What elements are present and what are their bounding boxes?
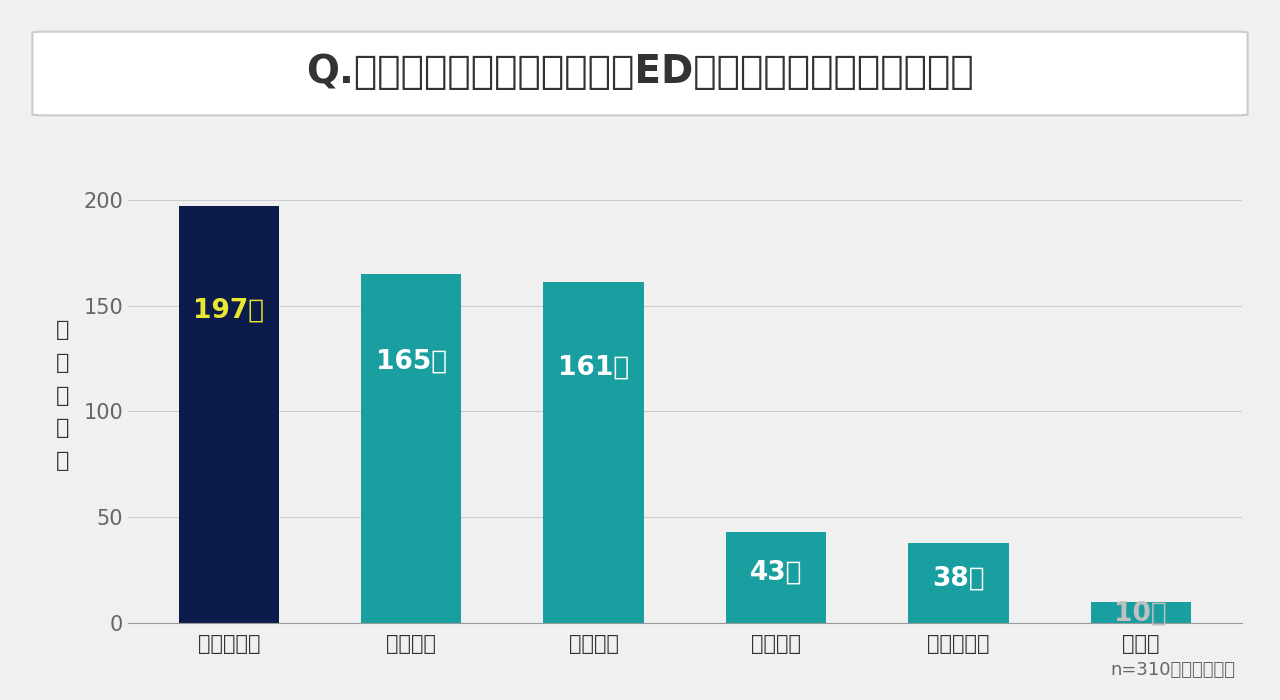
Text: Q.お使いになったことがあるED治療薬をお選びください。: Q.お使いになったことがあるED治療薬をお選びください。	[306, 52, 974, 91]
Bar	[544, 282, 644, 623]
Text: 43人: 43人	[750, 560, 803, 586]
Bar	[1091, 602, 1190, 623]
Text: n=310（複数回答）: n=310（複数回答）	[1110, 662, 1235, 680]
Text: 10人: 10人	[1115, 601, 1167, 626]
Y-axis label: 選
ん
だ
人
数: 選 ん だ 人 数	[56, 320, 69, 471]
Bar	[361, 274, 461, 623]
Text: 165人: 165人	[375, 348, 447, 374]
Text: 38人: 38人	[932, 566, 984, 592]
FancyBboxPatch shape	[32, 32, 1248, 116]
Bar	[909, 542, 1009, 623]
Text: 161人: 161人	[558, 354, 630, 381]
Text: 197人: 197人	[193, 298, 265, 323]
Bar	[179, 206, 279, 623]
Bar	[726, 532, 826, 623]
